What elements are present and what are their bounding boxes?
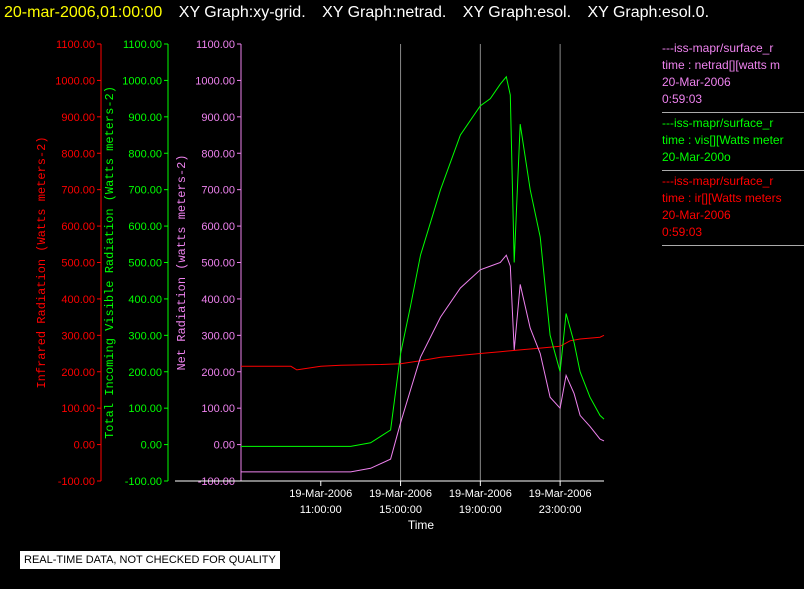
y-axis-3-tick-label: 800.00 — [201, 148, 235, 160]
legend-entry-text: time : vis[][Watts meter — [662, 133, 784, 147]
legend-separator — [662, 245, 804, 246]
x-axis-tick-time: 23:00:00 — [539, 504, 582, 516]
y-axis-2-tick-label: 0.00 — [141, 440, 162, 452]
y-axis-1-tick-label: 100.00 — [61, 403, 95, 415]
y-axis-2-tick-label: 100.00 — [128, 403, 162, 415]
graph-title-xy-grid: XY Graph:xy-grid. — [178, 4, 306, 21]
legend-separator — [662, 170, 804, 171]
y-axis-2-tick-label: 400.00 — [128, 294, 162, 306]
y-axis-1-tick-label: 500.00 — [61, 258, 95, 270]
y-axis-3-tick-label: 1000.00 — [195, 75, 235, 87]
y-axis-2-title: Total Incoming Visible Radiation (Watts … — [103, 86, 117, 439]
y-axis-3-tick-label: 400.00 — [201, 294, 235, 306]
legend-entry-text: 0:59:03 — [662, 225, 703, 239]
x-axis-tick-date: 19-Mar-2006 — [289, 488, 352, 500]
y-axis-3-tick-label: 100.00 — [201, 403, 235, 415]
y-axis-3-title: Net Radiation (watts meters-2) — [175, 154, 189, 370]
y-axis-1-tick-label: 400.00 — [61, 294, 95, 306]
y-axis-1-tick-label: 1000.00 — [55, 75, 95, 87]
legend-entry-text: 20-Mar-2006 — [662, 75, 731, 89]
y-axis-2-tick-label: 500.00 — [128, 258, 162, 270]
x-axis-tick-date: 19-Mar-2006 — [529, 488, 592, 500]
header-date: 20-mar-2006,01:00:00 — [4, 4, 163, 21]
legend-entry-text: ---iss-mapr/surface_r — [662, 174, 774, 188]
x-axis-title: Time — [408, 518, 435, 532]
y-axis-2-tick-label: 300.00 — [128, 330, 162, 342]
y-axis-3-tick-label: 600.00 — [201, 221, 235, 233]
y-axis-2-tick-label: 700.00 — [128, 185, 162, 197]
legend-entry-text: time : ir[][Watts meters — [662, 191, 782, 205]
graph-title-netrad: XY Graph:netrad. — [322, 4, 447, 21]
quality-note: REAL-TIME DATA, NOT CHECKED FOR QUALITY — [20, 551, 280, 569]
series-line-netrad — [241, 254, 605, 473]
y-axis-1-tick-label: 600.00 — [61, 221, 95, 233]
y-axis-1-tick-label: 300.00 — [61, 330, 95, 342]
y-axis-3-tick-label: 900.00 — [201, 112, 235, 124]
y-axis-3-tick-label: 200.00 — [201, 367, 235, 379]
x-axis-tick-date: 19-Mar-2006 — [369, 488, 432, 500]
y-axis-3-tick-label: 700.00 — [201, 185, 235, 197]
y-axis-2-tick-label: 600.00 — [128, 221, 162, 233]
graph-header: 20-mar-2006,01:00:00 XY Graph:xy-grid. X… — [0, 0, 804, 26]
series-line-ir — [241, 334, 605, 371]
y-axis-2-tick-label: 800.00 — [128, 148, 162, 160]
y-axis-1-tick-label: -100.00 — [58, 476, 95, 488]
y-axis-1-tick-label: 900.00 — [61, 112, 95, 124]
y-axis-3-tick-label: 500.00 — [201, 258, 235, 270]
y-axis-1-tick-label: 200.00 — [61, 367, 95, 379]
graph-title-esol: XY Graph:esol. — [462, 4, 572, 21]
x-axis-tick-date: 19-Mar-2006 — [449, 488, 512, 500]
legend-entry-text: 20-Mar-200o — [662, 150, 731, 164]
y-axis-3-tick-label: -100.00 — [198, 476, 235, 488]
y-axis-1-tick-label: 700.00 — [61, 185, 95, 197]
graph-title-esol-0: XY Graph:esol.0. — [587, 4, 710, 21]
y-axis-1-title: Infrared Radiation (Watts meters-2) — [35, 136, 49, 388]
legend-entry-text: ---iss-mapr/surface_r — [662, 116, 774, 130]
x-axis-tick-time: 19:00:00 — [459, 504, 502, 516]
y-axis-1-tick-label: 0.00 — [74, 440, 95, 452]
legend-entry-text: 20-Mar-2006 — [662, 208, 731, 222]
y-axis-1-tick-label: 1100.00 — [56, 39, 95, 51]
y-axis-2-tick-label: 1000.00 — [122, 75, 162, 87]
y-axis-3-tick-label: 1100.00 — [196, 39, 235, 51]
legend-separator — [662, 112, 804, 113]
series-line-vis — [241, 75, 605, 447]
legend-entry-text: time : netrad[][watts m — [662, 58, 781, 72]
y-axis-2-tick-label: 900.00 — [128, 112, 162, 124]
x-axis-tick-time: 11:00:00 — [300, 504, 342, 516]
legend-entry-text: ---iss-mapr/surface_r — [662, 41, 774, 55]
y-axis-2-tick-label: -100.00 — [125, 476, 162, 488]
y-axis-3-tick-label: 300.00 — [201, 330, 235, 342]
y-axis-1-tick-label: 800.00 — [61, 148, 95, 160]
y-axis-3-tick-label: 0.00 — [214, 440, 235, 452]
y-axis-2-tick-label: 200.00 — [128, 367, 162, 379]
y-axis-2-tick-label: 1100.00 — [123, 39, 162, 51]
legend-entry-text: 0:59:03 — [662, 92, 703, 106]
x-axis-tick-time: 15:00:00 — [379, 504, 422, 516]
